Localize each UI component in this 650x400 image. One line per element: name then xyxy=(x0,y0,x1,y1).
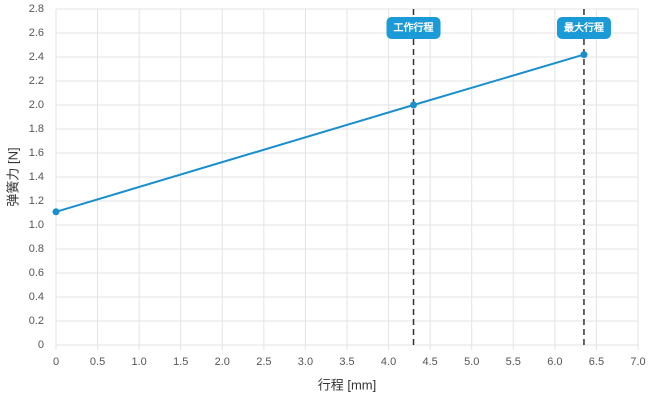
x-tick-label: 0 xyxy=(53,356,59,368)
y-tick-label: 0.2 xyxy=(29,315,44,327)
y-tick-label: 2.4 xyxy=(29,51,44,63)
x-tick-label: 3.5 xyxy=(339,356,354,368)
marker-label-box xyxy=(386,17,441,39)
x-tick-label: 1.5 xyxy=(173,356,188,368)
y-tick-label: 0.6 xyxy=(29,267,44,279)
marker-label: 最大行程 xyxy=(564,21,604,34)
y-tick-label: 2.6 xyxy=(29,27,44,39)
y-tick-label: 0.4 xyxy=(29,291,44,303)
x-tick-label: 6.5 xyxy=(589,356,604,368)
y-tick-label: 0 xyxy=(38,339,44,351)
y-axis-title: 弹簧力 [N] xyxy=(5,147,20,206)
y-tick-label: 0.8 xyxy=(29,243,44,255)
data-line xyxy=(55,53,585,213)
x-tick-label: 1.0 xyxy=(131,356,146,368)
data-point xyxy=(410,101,418,109)
x-tick-label: 0.5 xyxy=(90,356,105,368)
marker-label: 工作行程 xyxy=(394,21,434,34)
x-tick-label: 3.0 xyxy=(298,356,313,368)
y-tick-label: 1.8 xyxy=(29,123,44,135)
x-tick-label: 4.0 xyxy=(381,356,396,368)
y-tick-label: 1.2 xyxy=(29,195,44,207)
data-point xyxy=(52,208,60,216)
x-tick-label: 5.5 xyxy=(506,356,521,368)
y-tick-label: 1.0 xyxy=(29,219,44,231)
x-tick-label: 7.0 xyxy=(630,356,645,368)
x-tick-label: 6.0 xyxy=(547,356,562,368)
y-tick-label: 2.8 xyxy=(29,3,44,15)
x-tick-label: 2.0 xyxy=(215,356,230,368)
x-tick-label: 2.5 xyxy=(256,356,271,368)
x-axis-title: 行程 [mm] xyxy=(318,377,377,392)
marker-label-box xyxy=(556,17,611,39)
y-tick-label: 1.6 xyxy=(29,147,44,159)
y-tick-label: 1.4 xyxy=(29,171,44,183)
y-tick-label: 2.0 xyxy=(29,99,44,111)
x-tick-label: 4.5 xyxy=(422,356,437,368)
y-tick-label: 2.2 xyxy=(29,75,44,87)
x-tick-label: 5.0 xyxy=(464,356,479,368)
data-point xyxy=(580,51,588,59)
